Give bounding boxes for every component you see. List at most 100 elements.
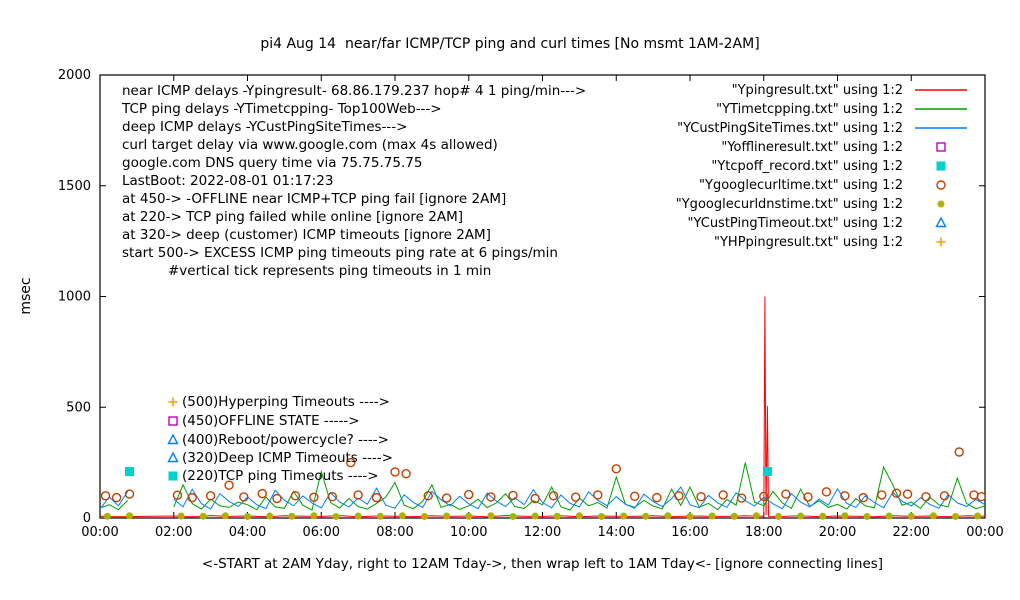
point-circle-open	[629, 491, 640, 501]
series-ygooglecurldnstime	[103, 512, 982, 520]
point-circle-open	[759, 491, 769, 501]
point-triangle-open	[935, 216, 947, 228]
x-tick-label: 00:00	[966, 525, 1003, 540]
x-tick-label: 10:00	[450, 525, 487, 540]
point-circle-filled	[752, 512, 760, 520]
point-triangle-open	[167, 451, 179, 463]
y-tick-label: 1500	[58, 179, 91, 194]
point-circle-open	[954, 447, 964, 457]
point-circle-filled	[730, 512, 738, 520]
point-circle-filled	[642, 512, 650, 520]
chart-title: pi4 Aug 14 near/far ICMP/TCP ping and cu…	[260, 36, 760, 52]
info-line: #vertical tick represents ping timeouts …	[168, 263, 491, 279]
point-circle-open	[902, 489, 913, 499]
legend-item-ygooglecurldnstime: "Ygooglecurldnstime.txt" using 1:2	[676, 197, 945, 212]
x-tick-label: 06:00	[303, 525, 340, 540]
point-circle-filled	[841, 512, 849, 520]
point-circle-open	[205, 491, 216, 501]
point-circle-filled	[221, 512, 229, 520]
point-circle-filled	[686, 512, 694, 520]
info-line: google.com DNS query time via 75.75.75.7…	[122, 155, 422, 171]
point-circle-open	[891, 488, 902, 498]
point-circle-filled	[398, 512, 406, 520]
point-circle-open	[736, 493, 747, 503]
point-circle-open	[257, 488, 267, 499]
point-circle-open	[976, 492, 987, 502]
point-circle-filled	[443, 512, 451, 520]
x-tick-label: 20:00	[819, 525, 856, 540]
point-circle-open	[290, 491, 301, 501]
info-line: at 220-> TCP ping failed while online [i…	[122, 209, 463, 225]
marker-note-label: (220)TCP ping Timeouts ---->	[182, 468, 379, 484]
point-circle-open	[309, 492, 319, 502]
legend-label-ygooglecurldnstime: "Ygooglecurldnstime.txt" using 1:2	[676, 197, 903, 212]
point-circle-open	[858, 492, 869, 503]
info-line: start 500-> EXCESS ICMP ping timeouts pi…	[122, 245, 558, 261]
point-circle-open	[530, 493, 540, 504]
legend-item-ypingresult: "Ypingresult.txt" using 1:2	[732, 83, 967, 98]
point-circle-open	[877, 490, 887, 500]
point-circle-open	[272, 493, 282, 504]
marker-note: (320)Deep ICMP Timeouts ---->	[167, 450, 393, 466]
series-ygooglecurltime	[100, 447, 987, 504]
point-circle-filled	[177, 512, 185, 520]
legend-item-ytcpoff_record: "Ytcpoff_record.txt" using 1:2	[711, 159, 946, 174]
point-square-open	[936, 142, 946, 152]
point-circle-filled	[664, 512, 672, 520]
info-line: at 450-> -OFFLINE near ICMP+TCP ping fai…	[122, 191, 506, 207]
point-circle-open	[508, 490, 518, 501]
point-circle-open	[390, 467, 400, 477]
legend-item-ytimetcpping: "YTimetcpping.txt" using 1:2	[716, 102, 967, 117]
point-circle-filled	[775, 512, 782, 520]
point-square-filled	[762, 466, 772, 476]
info-line: at 320-> deep (customer) ICMP timeouts […	[122, 227, 491, 243]
point-circle-filled	[974, 512, 982, 520]
point-circle-open	[781, 489, 791, 499]
point-circle-filled	[288, 512, 296, 520]
point-circle-filled	[952, 512, 959, 520]
legend-item-ycustpingsitetimes: "YCustPingSiteTimes.txt" using 1:2	[677, 121, 967, 136]
point-plus	[168, 397, 178, 407]
marker-note: (400)Reboot/powercycle? ---->	[167, 432, 389, 448]
point-circle-filled	[332, 512, 340, 520]
point-circle-filled	[487, 512, 495, 520]
point-circle-filled	[708, 512, 716, 520]
point-square-open	[168, 416, 178, 426]
point-circle-filled	[126, 512, 133, 520]
point-circle-open	[423, 491, 433, 501]
point-circle-open	[696, 492, 706, 502]
x-tick-label: 02:00	[155, 525, 192, 540]
point-circle-open	[124, 489, 135, 499]
x-tick-label: 00:00	[81, 525, 118, 540]
point-circle-filled	[929, 512, 937, 520]
info-line: curl target delay via www.google.com (ma…	[122, 137, 498, 153]
point-circle-open	[327, 492, 338, 502]
point-circle-open	[803, 492, 813, 502]
point-circle-open	[936, 180, 946, 190]
point-circle-filled	[465, 512, 473, 520]
point-circle-filled	[907, 512, 915, 520]
point-square-filled	[936, 161, 946, 171]
y-axis: 0 500 1000 1500 2000	[58, 68, 985, 526]
info-line: deep ICMP delays -YCustPingSiteTimes--->	[122, 119, 407, 135]
x-tick-label: 22:00	[893, 525, 930, 540]
point-circle-filled	[310, 512, 318, 520]
point-circle-open	[652, 492, 662, 503]
legend-label-yhppingresult: "YHPpingresult.txt" using 1:2	[714, 235, 903, 250]
point-circle-filled	[553, 512, 561, 520]
legend-label-ygooglecurltime: "Ygooglecurltime.txt" using 1:2	[699, 178, 903, 193]
point-plus	[936, 237, 946, 247]
point-circle-filled	[797, 512, 805, 520]
legend-item-ycustpingtimeout: "YCustPingTimeout.txt" using 1:2	[688, 216, 947, 231]
point-circle-open	[840, 491, 850, 501]
point-circle-filled	[266, 512, 274, 520]
point-circle-filled	[819, 512, 827, 520]
point-circle-open	[718, 490, 728, 500]
point-circle-filled	[244, 512, 251, 520]
y-tick-label: 0	[83, 511, 91, 526]
info-line: TCP ping delays -YTimetcpping- Top100Web…	[121, 101, 442, 117]
point-circle-open	[441, 493, 452, 503]
point-circle-open	[111, 492, 122, 503]
point-circle-filled	[103, 512, 111, 520]
